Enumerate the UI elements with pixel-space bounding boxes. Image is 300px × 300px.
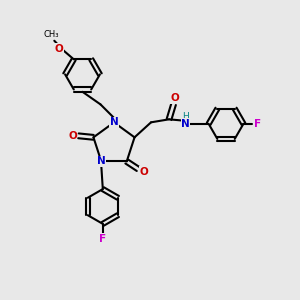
Text: N: N bbox=[97, 157, 106, 166]
Text: N: N bbox=[110, 117, 118, 128]
Text: F: F bbox=[99, 234, 106, 244]
Text: CH₃: CH₃ bbox=[44, 30, 59, 39]
Text: N: N bbox=[181, 119, 190, 129]
Text: O: O bbox=[68, 131, 77, 141]
Text: O: O bbox=[54, 44, 63, 54]
Text: H: H bbox=[182, 112, 189, 121]
Text: O: O bbox=[140, 167, 148, 177]
Text: O: O bbox=[171, 93, 179, 103]
Text: F: F bbox=[254, 119, 261, 129]
